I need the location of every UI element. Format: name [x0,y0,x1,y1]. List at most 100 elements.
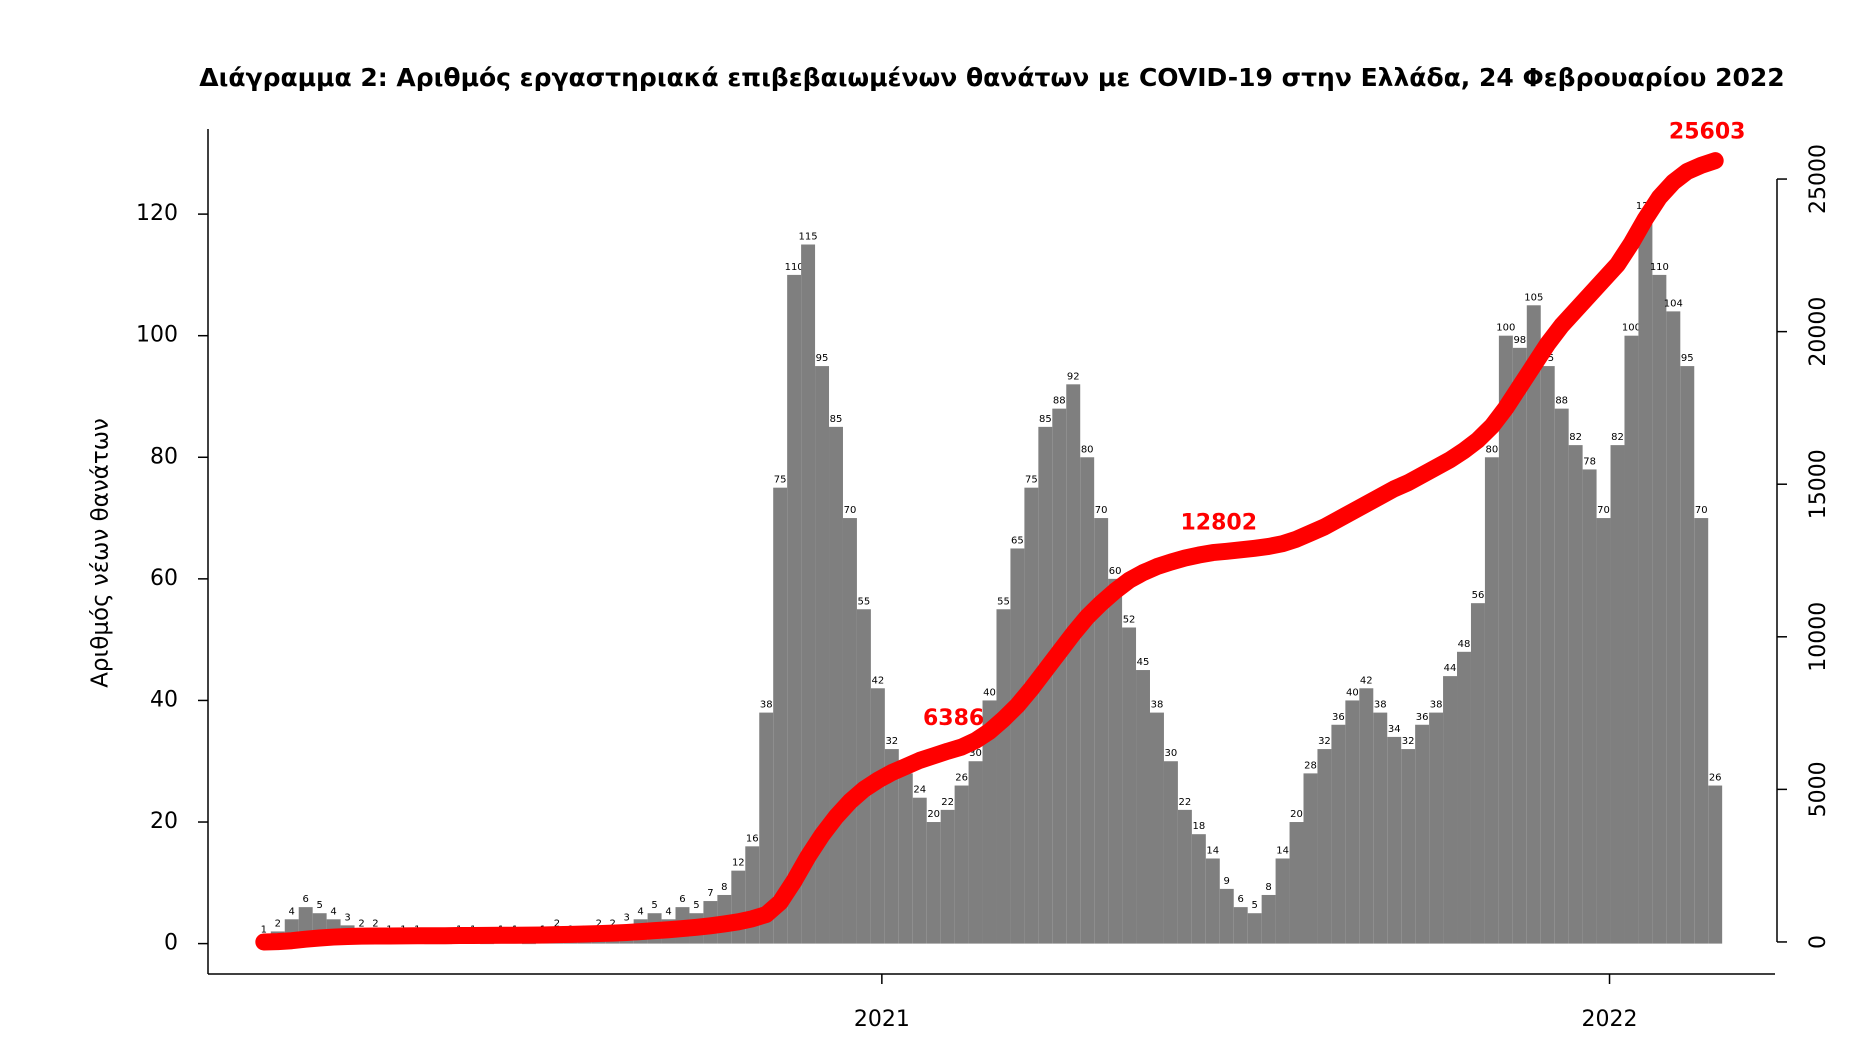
bar-value-label: 28 [1304,760,1317,771]
bar-value-label: 100 [1496,323,1515,334]
bar-value-label: 4 [637,906,643,917]
bar-value-label: 7 [707,888,713,899]
bar-value-label: 110 [1650,262,1669,273]
bar-value-label: 80 [1081,444,1094,455]
bar-value-label: 14 [1276,845,1289,856]
bar [1066,384,1081,944]
bar [1498,335,1513,944]
bar-value-label: 6 [303,894,309,905]
bar-value-label: 22 [941,797,954,808]
bar [1610,445,1625,944]
bar-value-label: 5 [651,900,657,911]
bar [521,943,536,945]
bar-value-label: 42 [871,675,884,686]
bar [1708,785,1723,944]
y2-tick-label: 25000 [1806,144,1831,214]
bar-value-label: 52 [1123,614,1136,625]
y-tick-label: 80 [150,444,178,469]
bar-value-label: 26 [955,773,968,784]
bar-value-label: 4 [330,906,336,917]
bar [1470,603,1485,944]
bar-value-label: 40 [1346,687,1359,698]
bar [870,688,885,944]
bar-value-label: 82 [1569,432,1582,443]
bar-value-label: 38 [760,700,773,711]
bar-value-label: 75 [1025,475,1038,486]
bar [745,846,760,944]
bar-value-label: 115 [799,232,818,243]
y-tick-label: 0 [164,931,178,956]
bar [926,822,941,944]
bar [1080,457,1095,944]
bar-value-label: 110 [785,262,804,273]
bar-value-label: 40 [983,687,996,698]
bar-value-label: 85 [1039,414,1052,425]
bar [856,609,871,944]
y-axis-label: Αριθμός νέων θανάτων [88,418,114,688]
bar [1596,518,1611,944]
bar-value-label: 70 [1695,505,1708,516]
bar-value-label: 6 [1238,894,1244,905]
bar-value-label: 30 [1165,748,1178,759]
bar [1261,894,1276,944]
bar [1163,761,1178,944]
bar [884,749,899,944]
chart-title: Διάγραμμα 2: Αριθμός εργαστηριακά επιβεβ… [199,63,1784,92]
bar-value-label: 38 [1430,700,1443,711]
bar [968,761,983,944]
bar [773,487,788,944]
bar-value-label: 16 [746,833,759,844]
y2-tick-label: 15000 [1806,449,1831,519]
cumulative-line [255,152,1724,951]
bar [1624,335,1639,944]
bar [1540,366,1555,944]
bar-value-label: 42 [1360,675,1373,686]
bar-value-label: 4 [665,906,671,917]
bar-value-label: 34 [1388,724,1401,735]
bar [1177,809,1192,944]
bar-value-label: 2 [610,918,616,929]
bar-value-label: 20 [1290,809,1303,820]
bar [940,809,955,944]
bar-value-label: 38 [1374,700,1387,711]
bar [1638,214,1653,944]
bar-value-label: 2 [372,918,378,929]
bar-value-label: 88 [1555,396,1568,407]
bar-value-label: 70 [1095,505,1108,516]
bar [954,785,969,944]
bar [1052,408,1067,944]
bar [912,797,927,944]
bar [1136,670,1150,944]
y-tick-label: 100 [136,323,178,348]
bar-value-label: 5 [316,900,322,911]
bar-value-label: 32 [1402,736,1415,747]
bar [1010,548,1025,944]
bar [1429,712,1444,944]
y2-tick-label: 10000 [1806,602,1831,672]
bar-value-label: 12 [732,858,745,869]
bar-value-label: 24 [913,785,926,796]
bar-value-label: 38 [1151,700,1164,711]
bar-value-label: 3 [344,912,350,923]
bar-value-label: 2 [358,918,364,929]
bar-value-label: 65 [1011,535,1024,546]
bar-value-label: 95 [816,353,829,364]
bar-value-label: 82 [1611,432,1624,443]
bar-value-label: 22 [1179,797,1192,808]
bar-value-label: 100 [1622,323,1641,334]
bar-value-label: 5 [693,900,699,911]
bar-value-label: 60 [1109,566,1122,577]
bar-value-label: 36 [1416,712,1429,723]
bar [1554,408,1569,944]
bar-value-label: 1 [261,925,267,936]
bar-value-label: 48 [1458,639,1471,650]
bar-value-label: 2 [554,918,560,929]
bar [1680,366,1695,944]
bar [801,244,816,944]
bar-value-label: 9 [1224,876,1230,887]
bar [1484,457,1499,944]
bar [996,609,1011,944]
bar [829,426,843,944]
bar-value-label: 85 [830,414,843,425]
bar-value-label: 14 [1206,845,1219,856]
